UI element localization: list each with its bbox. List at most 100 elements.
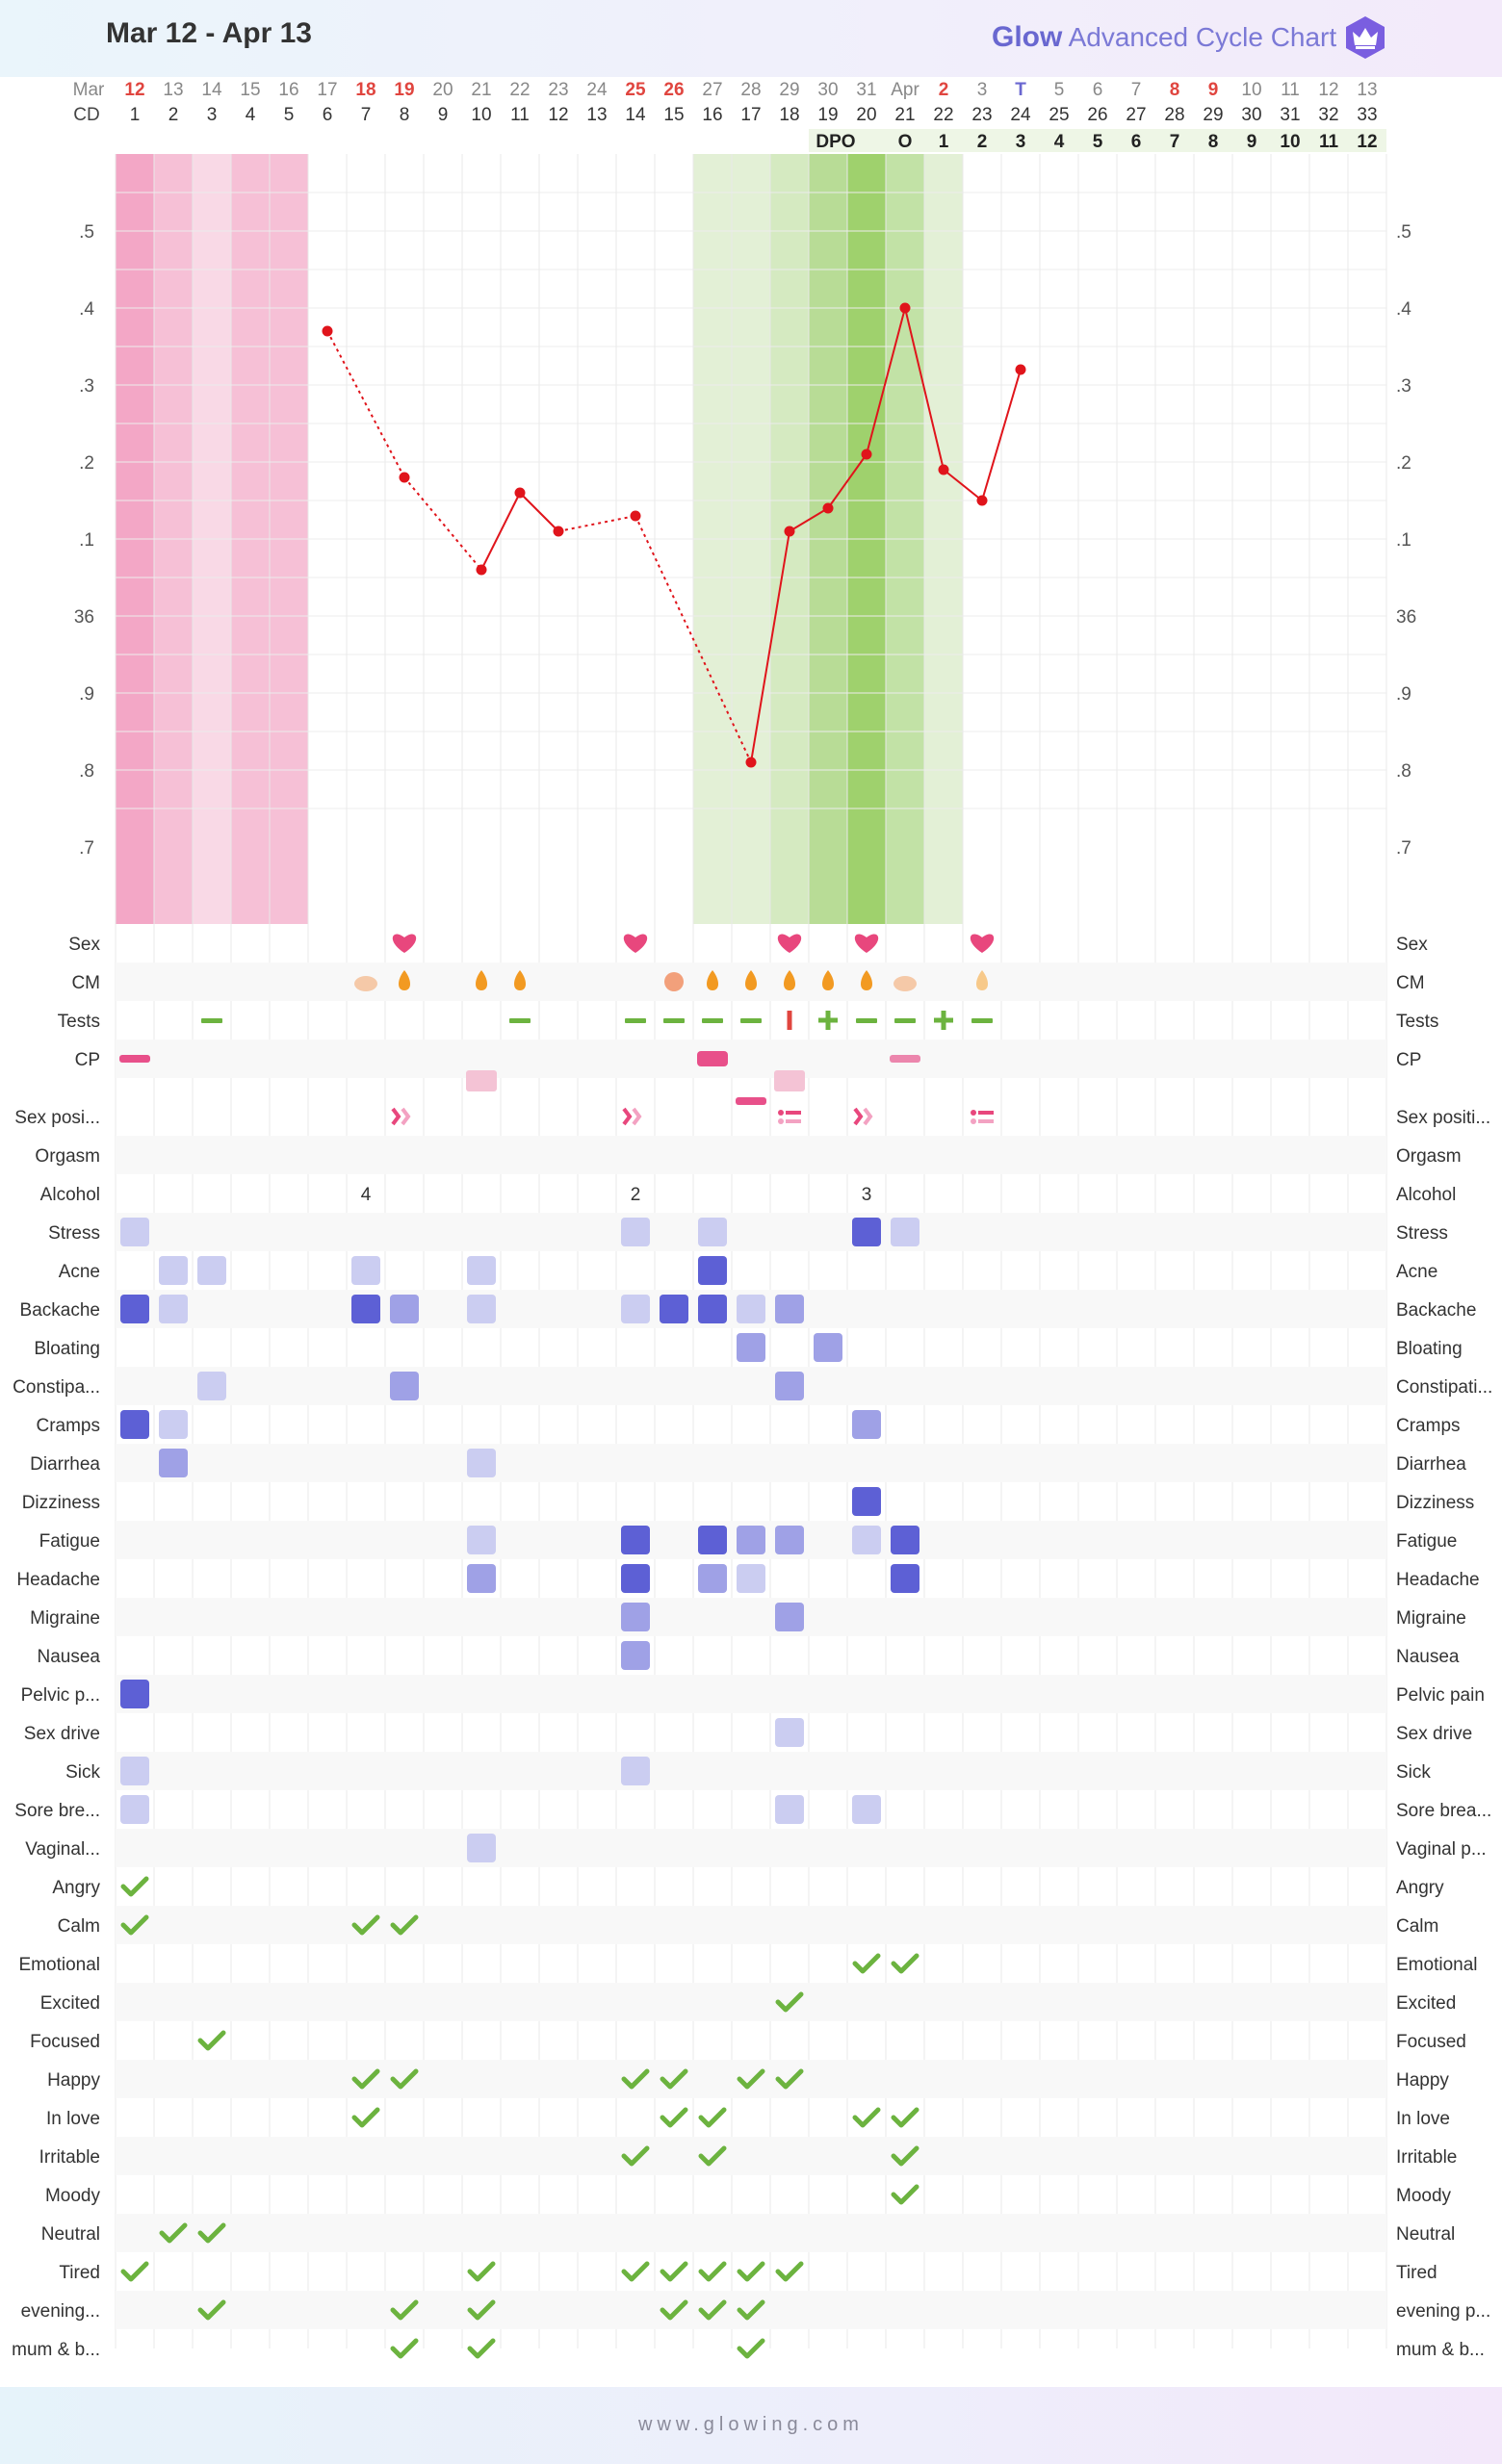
cycle-day-label[interactable]: 4 bbox=[246, 105, 256, 125]
check-icon[interactable] bbox=[467, 2299, 496, 2321]
cycle-day-label[interactable]: 28 bbox=[1164, 105, 1184, 125]
symptom-cell[interactable] bbox=[775, 1295, 804, 1323]
heart-icon[interactable] bbox=[970, 934, 995, 953]
symptom-cell[interactable] bbox=[120, 1795, 149, 1824]
cm-watery-icon[interactable] bbox=[861, 970, 872, 990]
cycle-day-label[interactable]: 27 bbox=[1126, 105, 1146, 125]
date-label[interactable]: 18 bbox=[355, 80, 376, 100]
check-icon[interactable] bbox=[737, 2299, 765, 2321]
alcohol-value[interactable]: 3 bbox=[862, 1185, 872, 1205]
check-icon[interactable] bbox=[197, 2222, 226, 2244]
check-icon[interactable] bbox=[660, 2107, 688, 2128]
heart-icon[interactable] bbox=[392, 934, 417, 953]
test-negative-icon[interactable] bbox=[663, 1018, 685, 1023]
check-icon[interactable] bbox=[775, 1991, 804, 2013]
check-icon[interactable] bbox=[775, 2068, 804, 2090]
sex-position-icon[interactable] bbox=[622, 1107, 633, 1126]
symptom-cell[interactable] bbox=[775, 1603, 804, 1631]
date-label[interactable]: 17 bbox=[317, 80, 337, 100]
symptom-cell[interactable] bbox=[698, 1526, 727, 1554]
check-icon[interactable] bbox=[891, 2107, 919, 2128]
cm-eggwhite-icon[interactable] bbox=[664, 972, 684, 991]
cycle-day-label[interactable]: 18 bbox=[779, 105, 799, 125]
symptom-cell[interactable] bbox=[467, 1526, 496, 1554]
date-label[interactable]: 11 bbox=[1281, 80, 1300, 100]
bbt-point[interactable] bbox=[1015, 364, 1026, 375]
bbt-point[interactable] bbox=[745, 757, 757, 768]
symptom-cell[interactable] bbox=[660, 1295, 688, 1323]
check-icon[interactable] bbox=[390, 2299, 419, 2321]
date-label[interactable]: 6 bbox=[1093, 80, 1103, 100]
symptom-cell[interactable] bbox=[467, 1449, 496, 1477]
date-label[interactable]: 19 bbox=[394, 80, 414, 100]
cp-position-icon[interactable] bbox=[119, 1055, 150, 1063]
bbt-point[interactable] bbox=[822, 502, 834, 514]
check-icon[interactable] bbox=[351, 1914, 380, 1936]
sex-position-icon[interactable] bbox=[786, 1119, 801, 1123]
test-negative-icon[interactable] bbox=[625, 1018, 646, 1023]
symptom-cell[interactable] bbox=[467, 1256, 496, 1285]
bbt-point[interactable] bbox=[399, 472, 410, 483]
cp-position-icon[interactable] bbox=[736, 1097, 766, 1105]
date-label[interactable]: 23 bbox=[548, 80, 568, 100]
cp-position-icon[interactable] bbox=[697, 1051, 728, 1066]
sex-position-icon[interactable] bbox=[971, 1118, 976, 1124]
date-label[interactable]: 9 bbox=[1208, 80, 1219, 100]
bbt-point[interactable] bbox=[322, 325, 333, 337]
date-label[interactable]: 5 bbox=[1054, 80, 1065, 100]
check-icon[interactable] bbox=[737, 2261, 765, 2282]
check-icon[interactable] bbox=[621, 2145, 650, 2167]
symptom-cell[interactable] bbox=[159, 1410, 188, 1439]
cycle-day-label[interactable]: 25 bbox=[1049, 105, 1069, 125]
symptom-cell[interactable] bbox=[737, 1333, 765, 1362]
cycle-day-label[interactable]: 23 bbox=[971, 105, 992, 125]
test-negative-icon[interactable] bbox=[509, 1018, 531, 1023]
symptom-cell[interactable] bbox=[390, 1372, 419, 1400]
date-label[interactable]: 28 bbox=[740, 80, 761, 100]
symptom-cell[interactable] bbox=[698, 1295, 727, 1323]
check-icon[interactable] bbox=[775, 2261, 804, 2282]
bbt-point[interactable] bbox=[861, 449, 872, 460]
check-icon[interactable] bbox=[467, 2261, 496, 2282]
check-icon[interactable] bbox=[197, 2030, 226, 2051]
sex-position-icon[interactable] bbox=[778, 1110, 784, 1116]
date-label[interactable]: 3 bbox=[977, 80, 988, 100]
symptom-cell[interactable] bbox=[120, 1410, 149, 1439]
cm-creamy-icon[interactable] bbox=[893, 976, 917, 991]
date-label[interactable]: 21 bbox=[471, 80, 491, 100]
check-icon[interactable] bbox=[621, 2068, 650, 2090]
cp-position-icon[interactable] bbox=[466, 1070, 497, 1091]
cycle-day-label[interactable]: 13 bbox=[586, 105, 607, 125]
cycle-day-label[interactable]: 14 bbox=[625, 105, 646, 125]
date-label[interactable]: 12 bbox=[124, 80, 144, 100]
cycle-day-label[interactable]: 32 bbox=[1318, 105, 1338, 125]
symptom-cell[interactable] bbox=[852, 1218, 881, 1246]
symptom-cell[interactable] bbox=[775, 1718, 804, 1747]
check-icon[interactable] bbox=[698, 2299, 727, 2321]
check-icon[interactable] bbox=[891, 2145, 919, 2167]
date-label[interactable]: 26 bbox=[663, 80, 684, 100]
test-negative-icon[interactable] bbox=[971, 1018, 993, 1023]
symptom-cell[interactable] bbox=[467, 1295, 496, 1323]
symptom-cell[interactable] bbox=[120, 1218, 149, 1246]
symptom-cell[interactable] bbox=[891, 1564, 919, 1593]
cycle-day-label[interactable]: 7 bbox=[361, 105, 372, 125]
date-label[interactable]: 14 bbox=[201, 80, 222, 100]
symptom-cell[interactable] bbox=[852, 1487, 881, 1516]
symptom-cell[interactable] bbox=[467, 1564, 496, 1593]
symptom-cell[interactable] bbox=[621, 1603, 650, 1631]
check-icon[interactable] bbox=[159, 2222, 188, 2244]
date-label[interactable]: 27 bbox=[702, 80, 722, 100]
cycle-day-label[interactable]: 33 bbox=[1357, 105, 1377, 125]
date-label[interactable]: 7 bbox=[1131, 80, 1142, 100]
check-icon[interactable] bbox=[390, 2338, 419, 2359]
symptom-cell[interactable] bbox=[775, 1526, 804, 1554]
symptom-cell[interactable] bbox=[621, 1641, 650, 1670]
bbt-point[interactable] bbox=[514, 487, 526, 499]
date-label[interactable]: 22 bbox=[509, 80, 530, 100]
cm-watery-icon[interactable] bbox=[784, 970, 795, 990]
symptom-cell[interactable] bbox=[621, 1295, 650, 1323]
test-negative-icon[interactable] bbox=[894, 1018, 916, 1023]
check-icon[interactable] bbox=[737, 2338, 765, 2359]
check-icon[interactable] bbox=[390, 1914, 419, 1936]
